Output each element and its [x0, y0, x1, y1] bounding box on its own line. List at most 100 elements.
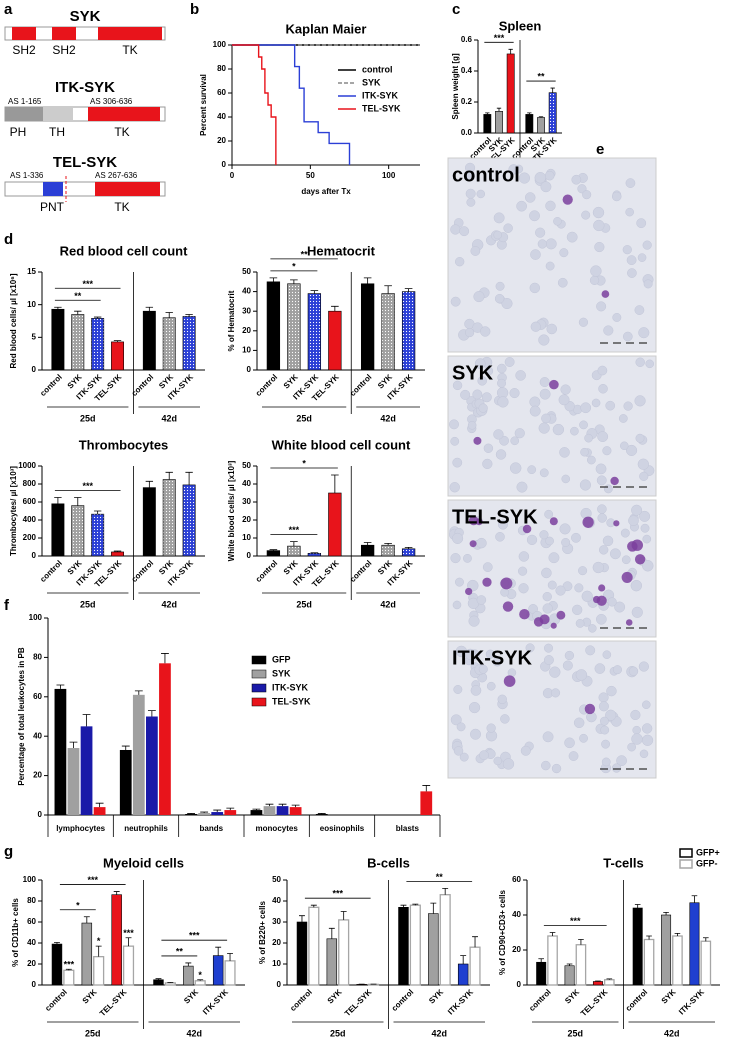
legend-swatch: [251, 683, 267, 693]
bar: [326, 938, 338, 986]
bar: [457, 963, 469, 986]
group-label: 25d: [296, 413, 312, 423]
erythrocyte: [484, 366, 494, 376]
category-label: ITK-SYK: [201, 987, 230, 1016]
erythrocyte: [605, 400, 616, 411]
erythrocyte: [529, 210, 540, 222]
erythrocyte: [518, 566, 528, 576]
error-bar: [54, 306, 62, 310]
bar: [212, 955, 224, 986]
erythrocyte: [534, 172, 547, 184]
erythrocyte: [470, 685, 482, 696]
erythrocyte: [586, 455, 596, 465]
leukocyte: [592, 595, 601, 604]
bar: [194, 980, 206, 986]
erythrocyte: [595, 463, 607, 475]
erythrocyte: [580, 402, 592, 414]
erythrocyte: [449, 482, 460, 493]
erythrocyte: [553, 217, 562, 226]
category-label: SYK: [427, 987, 445, 1005]
bar: [146, 716, 158, 815]
erythrocyte: [582, 190, 592, 200]
y-tick-label: 40: [27, 938, 36, 947]
erythrocyte: [450, 714, 462, 726]
erythrocyte: [476, 537, 487, 549]
category-label: TEL-SYK: [98, 987, 129, 1018]
erythrocyte: [452, 380, 463, 391]
y-tick-label: 80: [217, 64, 226, 73]
panel-label: a: [4, 1, 13, 18]
leukocyte: [627, 541, 638, 552]
bar: [381, 293, 395, 371]
domain: [43, 107, 73, 121]
leukocyte: [500, 577, 513, 590]
bar: [401, 548, 416, 557]
erythrocyte: [465, 327, 475, 338]
category-label: ITK-SYK: [677, 987, 706, 1016]
category-label: control: [348, 559, 374, 585]
domain-label: PH: [10, 125, 27, 139]
erythrocyte: [480, 326, 491, 337]
bar: [51, 943, 63, 986]
error-bar: [74, 497, 82, 506]
bar: [672, 935, 683, 986]
y-tick-label: 40: [272, 896, 281, 905]
erythrocyte: [539, 468, 549, 478]
erythrocyte: [538, 334, 550, 346]
erythrocyte: [642, 560, 654, 572]
error-bar: [197, 979, 204, 981]
erythrocyte: [627, 268, 637, 278]
x-tick-label: 50: [306, 171, 315, 180]
error-bar: [310, 552, 319, 554]
bar: [162, 479, 176, 557]
error-bar: [125, 937, 132, 947]
panel-label: c: [452, 1, 460, 18]
group-label: 42d: [186, 1028, 202, 1038]
erythrocyte: [500, 714, 510, 724]
erythrocyte: [450, 553, 461, 564]
bar: [643, 938, 655, 986]
erythrocyte: [452, 600, 462, 610]
erythrocyte: [612, 313, 622, 322]
erythrocyte: [566, 231, 578, 243]
bar-significance: ***: [64, 959, 75, 969]
erythrocyte: [483, 443, 494, 453]
erythrocyte: [562, 660, 573, 671]
erythrocyte: [602, 650, 612, 659]
erythrocyte: [592, 206, 605, 219]
y-axis-label: Spleen weight [g]: [451, 53, 460, 120]
erythrocyte: [525, 192, 536, 203]
erythrocyte: [609, 548, 621, 560]
bar: [360, 283, 375, 371]
range-label: AS 306-636: [90, 97, 133, 106]
y-tick-label: 20: [242, 515, 251, 524]
erythrocyte: [482, 562, 493, 572]
leukocyte: [473, 436, 482, 445]
error-bar: [310, 904, 317, 908]
erythrocyte: [568, 751, 579, 761]
erythrocyte: [495, 281, 505, 291]
domain-label: TH: [49, 125, 65, 139]
y-tick-label: 60: [512, 875, 521, 884]
error-bar: [252, 808, 261, 811]
erythrocyte: [628, 515, 639, 526]
erythrocyte: [459, 226, 470, 237]
erythrocyte: [500, 587, 510, 597]
erythrocyte: [641, 734, 654, 746]
erythrocyte: [591, 398, 601, 408]
erythrocyte: [564, 737, 575, 749]
erythrocyte: [630, 709, 641, 721]
error-bar: [165, 312, 173, 318]
bar: [224, 810, 237, 815]
legend-label: GFP-: [696, 858, 718, 868]
legend-label: TEL-SYK: [362, 103, 401, 113]
error-bar: [442, 888, 449, 895]
error-bar: [269, 549, 278, 551]
erythrocyte: [548, 552, 560, 564]
erythrocyte: [641, 723, 653, 734]
group-label: 42d: [380, 413, 396, 423]
erythrocyte: [539, 377, 550, 388]
erythrocyte: [598, 701, 609, 712]
legend-label: ITK-SYK: [272, 682, 309, 692]
group-label: 42d: [380, 599, 396, 609]
